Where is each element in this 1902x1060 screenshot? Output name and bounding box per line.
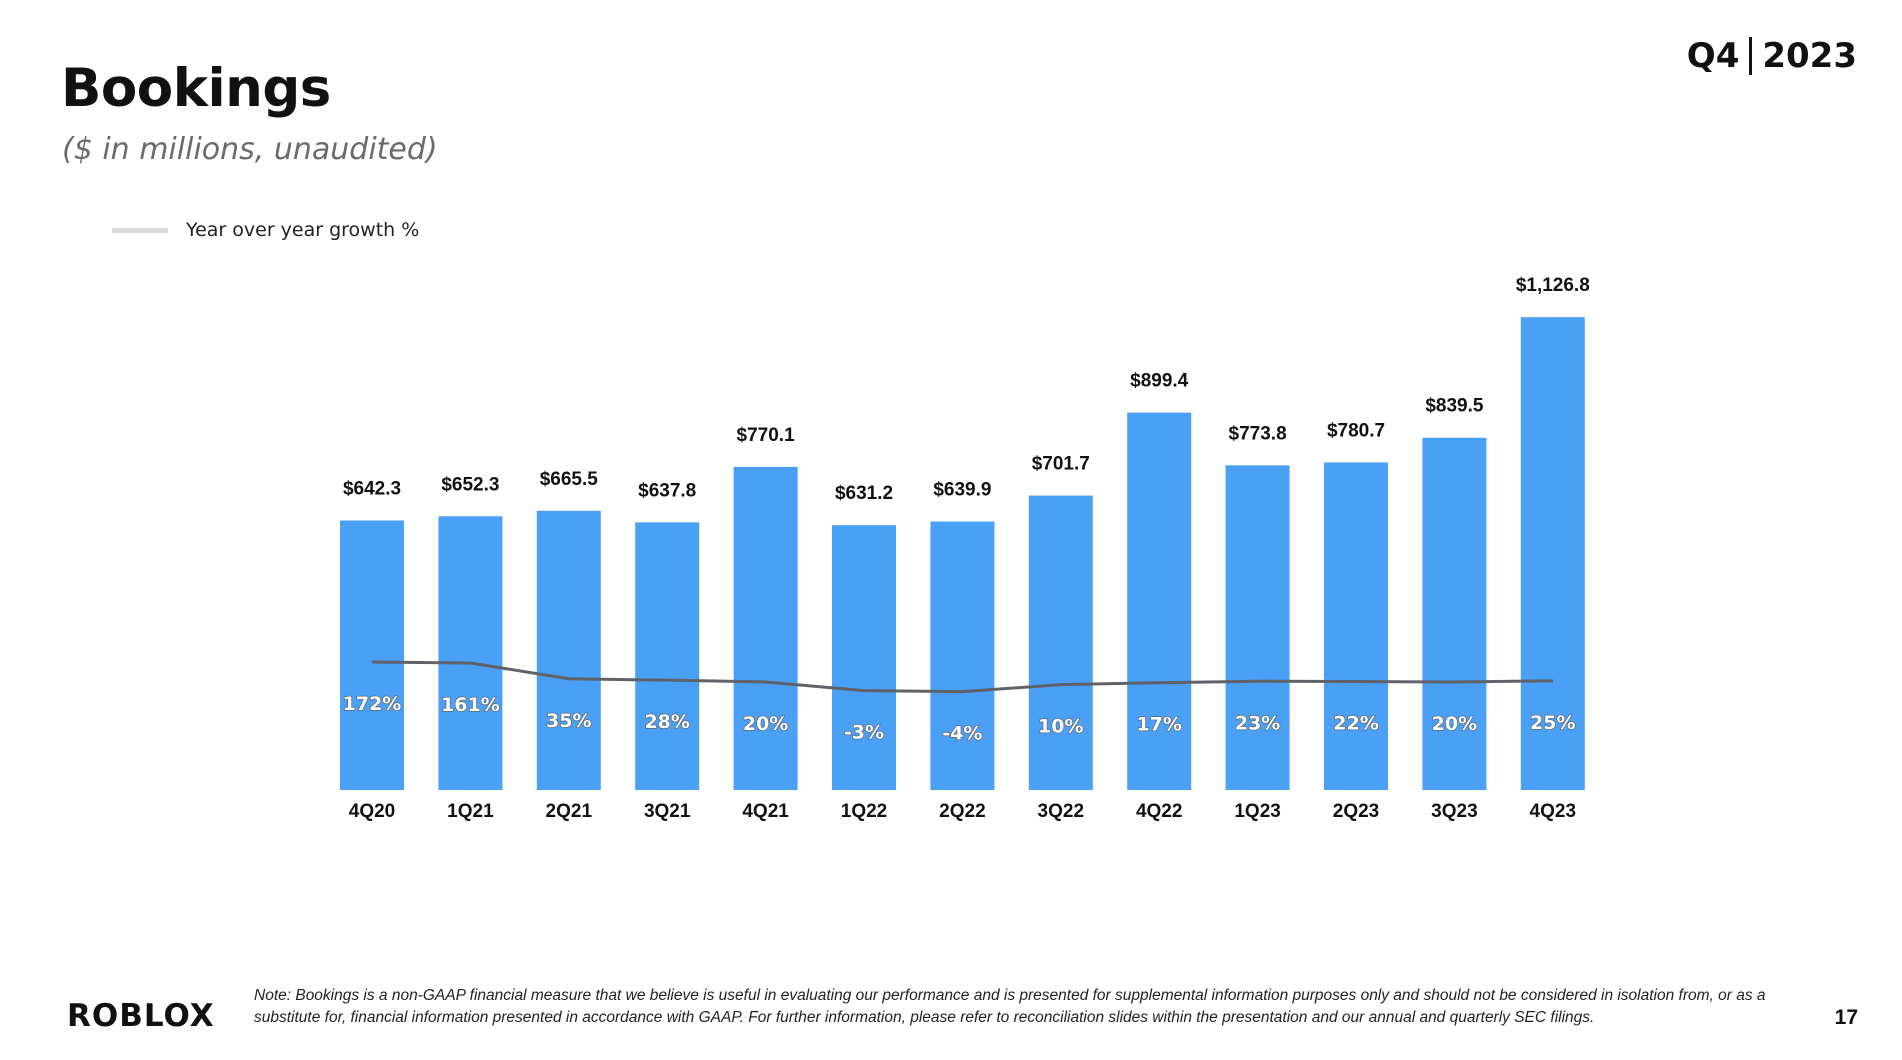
bar-2Q22: [930, 521, 995, 790]
x-tick-label: 4Q20: [349, 801, 395, 822]
bar-value-label: $1,126.8: [1516, 275, 1590, 296]
legend-line-swatch: [112, 227, 168, 233]
x-tick-label: 3Q22: [1038, 801, 1084, 822]
x-tick-label: 3Q21: [644, 801, 691, 822]
bar-value-label: $639.9: [933, 479, 991, 500]
x-tick-label: 4Q23: [1530, 801, 1576, 822]
bar-value-label: $773.8: [1229, 423, 1287, 444]
growth-label: 22%: [1333, 712, 1378, 734]
bar-1Q22: [832, 525, 896, 790]
period-divider: [1749, 37, 1753, 75]
bar-3Q21: [635, 522, 700, 790]
x-tick-label: 3Q23: [1431, 801, 1477, 822]
page-subtitle: ($ in millions, unaudited): [62, 132, 438, 167]
growth-label: 172%: [343, 693, 402, 715]
x-tick-label: 1Q21: [447, 801, 494, 822]
bar-2Q23: [1324, 462, 1388, 790]
bar-value-label: $780.7: [1327, 420, 1385, 441]
period-quarter: Q4: [1686, 36, 1740, 76]
x-tick-label: 4Q22: [1136, 801, 1182, 822]
bar-value-label: $652.3: [441, 474, 499, 495]
growth-label: 161%: [441, 694, 500, 716]
x-tick-label: 1Q22: [841, 801, 887, 822]
x-tick-label: 2Q21: [546, 801, 593, 822]
bar-4Q21: [733, 466, 798, 790]
growth-label: 25%: [1530, 712, 1575, 734]
growth-label: 28%: [644, 711, 689, 733]
bar-value-label: $701.7: [1032, 454, 1090, 475]
bookings-chart: $642.3 4Q20 $652.3 1Q21 $665.5 2Q21 $637.8 3Q21…: [340, 275, 1590, 822]
footnote: Note: Bookings is a non-GAAP financial m…: [254, 987, 1766, 1026]
x-tick-label: 1Q23: [1234, 801, 1280, 822]
legend-line-label: Year over year growth %: [186, 219, 420, 241]
period-year: 2023: [1762, 36, 1857, 76]
period-label: Q4 2023: [1687, 36, 1857, 76]
bar-4Q20: [340, 520, 404, 790]
bar-4Q22: [1127, 412, 1192, 790]
x-tick-label: 2Q22: [939, 801, 985, 822]
bar-1Q21: [438, 516, 503, 790]
bar-value-label: $899.4: [1130, 371, 1189, 392]
x-tick-label: 4Q21: [742, 801, 789, 822]
growth-label: -4%: [942, 723, 982, 745]
growth-label: 17%: [1136, 714, 1181, 736]
growth-line: [371, 660, 1553, 694]
bar-value-label: $631.2: [835, 483, 893, 504]
growth-label: 35%: [546, 710, 591, 732]
bar-value-label: $637.8: [638, 480, 696, 501]
bar-value-label: $839.5: [1425, 396, 1484, 417]
growth-label: -3%: [844, 722, 884, 744]
x-tick-label: 2Q23: [1333, 801, 1379, 822]
bar-2Q21: [536, 510, 601, 790]
bar-value-label: $770.1: [737, 425, 796, 446]
growth-label: 10%: [1038, 716, 1083, 738]
bar-3Q22: [1028, 495, 1093, 790]
bar-1Q23: [1225, 465, 1290, 790]
bar-4Q23: [1520, 317, 1585, 790]
page-number: 17: [1834, 1006, 1858, 1029]
growth-label: 20%: [1432, 713, 1477, 735]
bar-value-label: $665.5: [540, 469, 599, 490]
growth-label: 23%: [1235, 712, 1280, 734]
roblox-logo: ROBLOX: [67, 998, 215, 1034]
page-title: Bookings: [61, 58, 331, 119]
chart-legend: Year over year growth %: [112, 219, 419, 241]
bar-value-label: $642.3: [343, 478, 401, 499]
bar-3Q23: [1422, 437, 1487, 790]
growth-label: 20%: [743, 713, 788, 735]
